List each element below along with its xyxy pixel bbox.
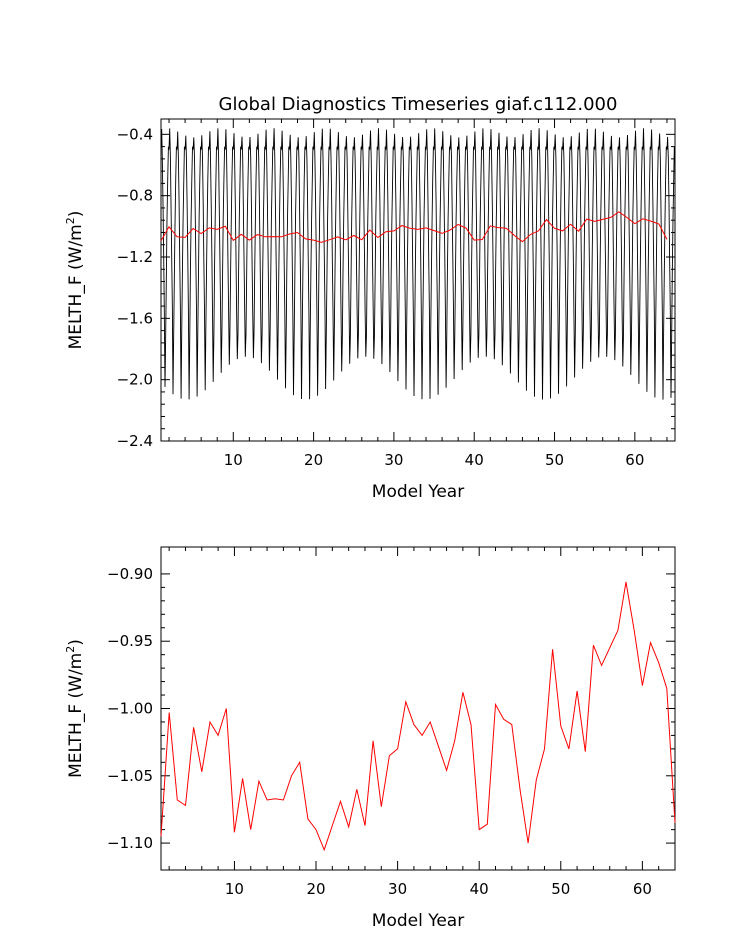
axis-ticks: 10 20 30 40 50 60 −2.4 −2.0 −1.6 −1.2 −0.8 −0.4: [117, 119, 675, 469]
y-tick-label: −1.10: [107, 834, 153, 852]
x-tick-label: 20: [304, 451, 323, 469]
plot-frame: [160, 118, 676, 442]
y-tick-label: −0.95: [107, 632, 153, 650]
top-timeseries-chart: Global Diagnostics Timeseries giaf.c112.…: [64, 94, 676, 502]
y-tick-label: −0.8: [117, 187, 153, 205]
plot-frame: [160, 546, 676, 871]
annual-mean-series-line: [160, 211, 668, 243]
annual-mean-series-line: [160, 581, 676, 852]
x-tick-label: 50: [545, 451, 564, 469]
x-tick-label: 40: [470, 880, 489, 898]
y-tick-label: −2.0: [117, 371, 153, 389]
x-tick-label: 10: [225, 880, 244, 898]
x-tick-label: 10: [224, 451, 243, 469]
monthly-series-line: [160, 128, 675, 400]
y-tick-label: −1.2: [117, 248, 153, 266]
y-tick-label: −1.00: [107, 700, 153, 718]
x-tick-label: 30: [388, 880, 407, 898]
x-tick-label: 40: [465, 451, 484, 469]
bottom-annual-chart: 10 20 30 40 50 60 −1.10 −1.05 −1.00 −0.95 −0.90 Mo…: [64, 546, 676, 931]
x-axis-title: Model Year: [372, 482, 464, 502]
series-group: [160, 581, 676, 852]
y-tick-label: −1.05: [107, 767, 153, 785]
y-tick-label: −1.6: [117, 309, 153, 327]
x-tick-label: 60: [633, 880, 652, 898]
x-tick-label: 60: [625, 451, 644, 469]
y-axis-title: MELTH_F (W/m2): [64, 211, 86, 350]
x-tick-label: 30: [384, 451, 403, 469]
axis-ticks: 10 20 30 40 50 60 −1.10 −1.05 −1.00 −0.95 −0.90: [107, 547, 676, 898]
y-axis-title: MELTH_F (W/m2): [64, 639, 86, 778]
y-tick-label: −0.4: [117, 125, 153, 143]
x-tick-label: 20: [306, 880, 325, 898]
x-tick-label: 50: [551, 880, 570, 898]
y-tick-label: −2.4: [117, 432, 153, 450]
series-group: [160, 128, 675, 400]
y-tick-label: −0.90: [107, 565, 153, 583]
x-axis-title: Model Year: [372, 911, 464, 931]
chart-title: Global Diagnostics Timeseries giaf.c112.…: [219, 94, 618, 115]
